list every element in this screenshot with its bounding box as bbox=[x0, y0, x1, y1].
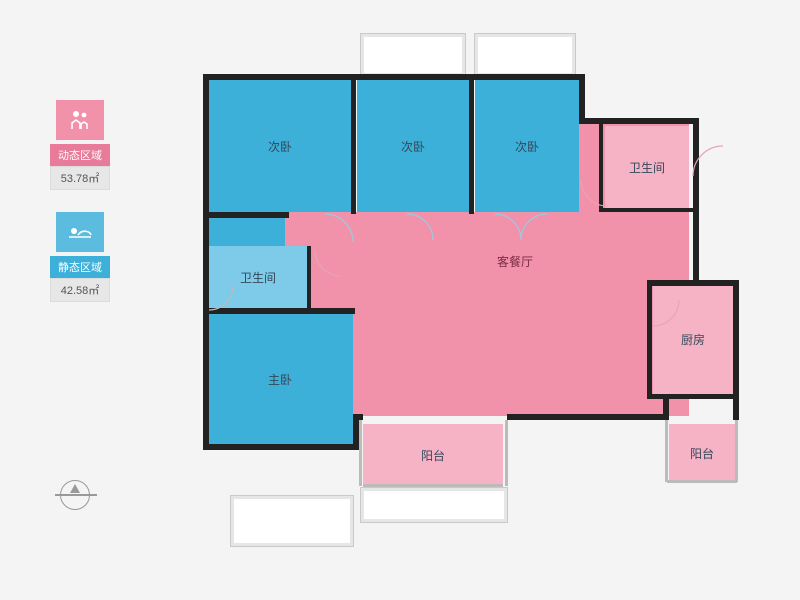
compass-icon bbox=[60, 480, 90, 510]
legend-static-value: 42.58㎡ bbox=[50, 278, 110, 302]
door-arcs bbox=[175, 26, 765, 566]
people-icon bbox=[56, 100, 104, 140]
legend: 动态区域 53.78㎡ 静态区域 42.58㎡ bbox=[50, 100, 110, 324]
sleep-icon bbox=[56, 212, 104, 252]
legend-static-label: 静态区域 bbox=[50, 256, 110, 278]
floor-plan: 次卧 次卧 次卧 卫生间 客餐厅 卫生间 主卧 厨房 阳台 阳台 bbox=[175, 26, 765, 566]
legend-dynamic-label: 动态区域 bbox=[50, 144, 110, 166]
legend-static: 静态区域 42.58㎡ bbox=[50, 212, 110, 302]
legend-dynamic: 动态区域 53.78㎡ bbox=[50, 100, 110, 190]
legend-dynamic-value: 53.78㎡ bbox=[50, 166, 110, 190]
